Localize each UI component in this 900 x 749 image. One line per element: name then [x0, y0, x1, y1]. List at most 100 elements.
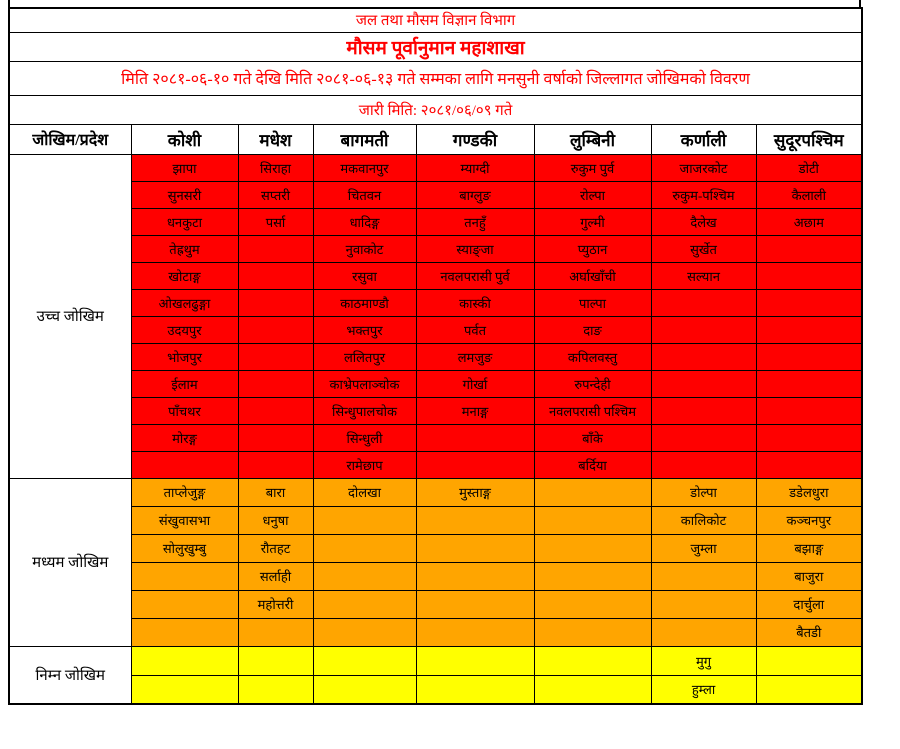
district-cell	[237, 450, 314, 479]
department-title: जल तथा मौसम विज्ञान विभाग	[8, 7, 863, 33]
district-cell	[237, 396, 314, 425]
district-cell	[415, 617, 535, 647]
district-cell: रौतहट	[237, 533, 314, 563]
district-cell	[237, 261, 314, 290]
cutoff-border-right	[859, 0, 861, 8]
table-row: जारी मिति: २०८१/०६/०९ गते	[8, 94, 863, 125]
district-cell: मुस्ताङ्ग	[415, 477, 535, 507]
district-cell	[237, 617, 314, 647]
district-cell: जाजरकोट	[650, 153, 757, 182]
district-cell: कालिकोट	[650, 505, 757, 535]
district-cell	[237, 342, 314, 371]
province-header-6: कर्णाली	[650, 123, 757, 155]
district-cell: रुकुम-पश्चिम	[650, 180, 757, 209]
district-cell: बाग्लुङ	[415, 180, 535, 209]
district-cell: दोलखा	[312, 477, 417, 507]
district-cell	[415, 561, 535, 591]
district-cell: सुनसरी	[130, 180, 239, 209]
district-cell	[533, 645, 652, 676]
district-cell: बाजुरा	[755, 561, 863, 591]
table-row: रामेछाप बर्दिया	[9, 450, 863, 479]
district-cell	[415, 505, 535, 535]
district-cell: बाँके	[533, 423, 652, 452]
district-cell: तेह्रथुम	[130, 234, 239, 263]
district-cell	[312, 561, 417, 591]
district-cell: पाँचथर	[130, 396, 239, 425]
forecast-period-text: मिति २०८१-०६-१० गते देखि मिति २०८१-०६-१३…	[8, 60, 863, 96]
district-cell: खोटाङ्ग	[130, 261, 239, 290]
district-cell	[130, 617, 239, 647]
risk-label-low: निम्न जोखिम	[8, 645, 132, 705]
district-cell	[415, 589, 535, 619]
table-row: संखुवासभा धनुषा कालिकोट कञ्चनपुर	[9, 505, 863, 535]
district-cell: धनकुटा	[130, 207, 239, 236]
province-header-3: बागमती	[312, 123, 417, 155]
district-cell: अर्घाखाँची	[533, 261, 652, 290]
district-cell: सोलुखुम्बु	[130, 533, 239, 563]
district-cell	[312, 589, 417, 619]
district-cell: बर्दिया	[533, 450, 652, 479]
district-cell: बारा	[237, 477, 314, 507]
table-row: मिति २०८१-०६-१० गते देखि मिति २०८१-०६-१३…	[8, 60, 863, 96]
table-row: भोजपुर ललितपुर लमजुङ कपिलवस्तु	[9, 342, 863, 371]
district-cell: मकवानपुर	[312, 153, 417, 182]
district-cell: दार्चुला	[755, 589, 863, 619]
district-cell: मोरङ्ग	[130, 423, 239, 452]
district-cell: महोत्तरी	[237, 589, 314, 619]
district-cell: काभ्रेपलाञ्चोक	[312, 369, 417, 398]
district-cell	[755, 423, 863, 452]
district-cell: गोर्खा	[415, 369, 535, 398]
district-cell	[533, 561, 652, 591]
district-cell	[755, 645, 863, 676]
district-cell	[130, 674, 239, 705]
district-cell	[130, 645, 239, 676]
district-cell: झापा	[130, 153, 239, 182]
district-cell: तनहुँ	[415, 207, 535, 236]
district-cell: कास्की	[415, 288, 535, 317]
district-cell: भोजपुर	[130, 342, 239, 371]
district-cell	[533, 674, 652, 705]
district-cell	[237, 423, 314, 452]
district-cell	[650, 423, 757, 452]
district-cell: रुकुम पुर्व	[533, 153, 652, 182]
table-row: मध्यम जोखिम ताप्लेजुङ्ग बारा दोलखा मुस्ताङ्ग…	[8, 477, 863, 647]
district-cell: नवलपरासी पुर्व	[415, 261, 535, 290]
table-row: उदयपुर भक्तपुर पर्वत दाङ	[9, 315, 863, 344]
table-row: ईलाम काभ्रेपलाञ्चोक गोर्खा रुपन्देही	[9, 369, 863, 398]
district-cell: चितवन	[312, 180, 417, 209]
district-cell: म्याग्दी	[415, 153, 535, 182]
district-cell	[415, 450, 535, 479]
district-cell: कैलाली	[755, 180, 863, 209]
district-cell: कपिलवस्तु	[533, 342, 652, 371]
table-row: सुनसरी सप्तरी चितवन बाग्लुङ रोल्पा रुकुम-पश्च…	[9, 180, 863, 209]
table-row: बैतडी	[9, 617, 863, 647]
district-cell: ताप्लेजुङ्ग	[130, 477, 239, 507]
district-cell: मुगु	[650, 645, 757, 676]
district-cell	[650, 396, 757, 425]
district-cell: रसुवा	[312, 261, 417, 290]
district-cell: धादिङ्ग	[312, 207, 417, 236]
district-cell: संखुवासभा	[130, 505, 239, 535]
district-cell	[415, 423, 535, 452]
district-cell: पाल्पा	[533, 288, 652, 317]
district-cell	[237, 369, 314, 398]
table-row: सर्लाही बाजुरा	[9, 561, 863, 591]
district-cell: सिन्धुपालचोक	[312, 396, 417, 425]
district-cell: कञ्चनपुर	[755, 505, 863, 535]
district-cell: प्युठान	[533, 234, 652, 263]
district-cell: नुवाकोट	[312, 234, 417, 263]
district-cell	[130, 450, 239, 479]
district-cell: धनुषा	[237, 505, 314, 535]
district-cell	[650, 450, 757, 479]
district-cell	[755, 234, 863, 263]
district-cell: काठमाण्डौ	[312, 288, 417, 317]
district-cell	[755, 369, 863, 398]
table-row: हुम्ला	[9, 674, 863, 705]
district-cell: दाङ	[533, 315, 652, 344]
district-cell	[755, 450, 863, 479]
district-cell: भक्तपुर	[312, 315, 417, 344]
province-header-row: जोखिम/प्रदेश कोशी मधेश बागमती गण्डकी लुम्बिन…	[8, 123, 863, 155]
table-row: धनकुटा पर्सा धादिङ्ग तनहुँ गुल्मी दैलेख अछाम	[9, 207, 863, 236]
district-cell: सिराहा	[237, 153, 314, 182]
